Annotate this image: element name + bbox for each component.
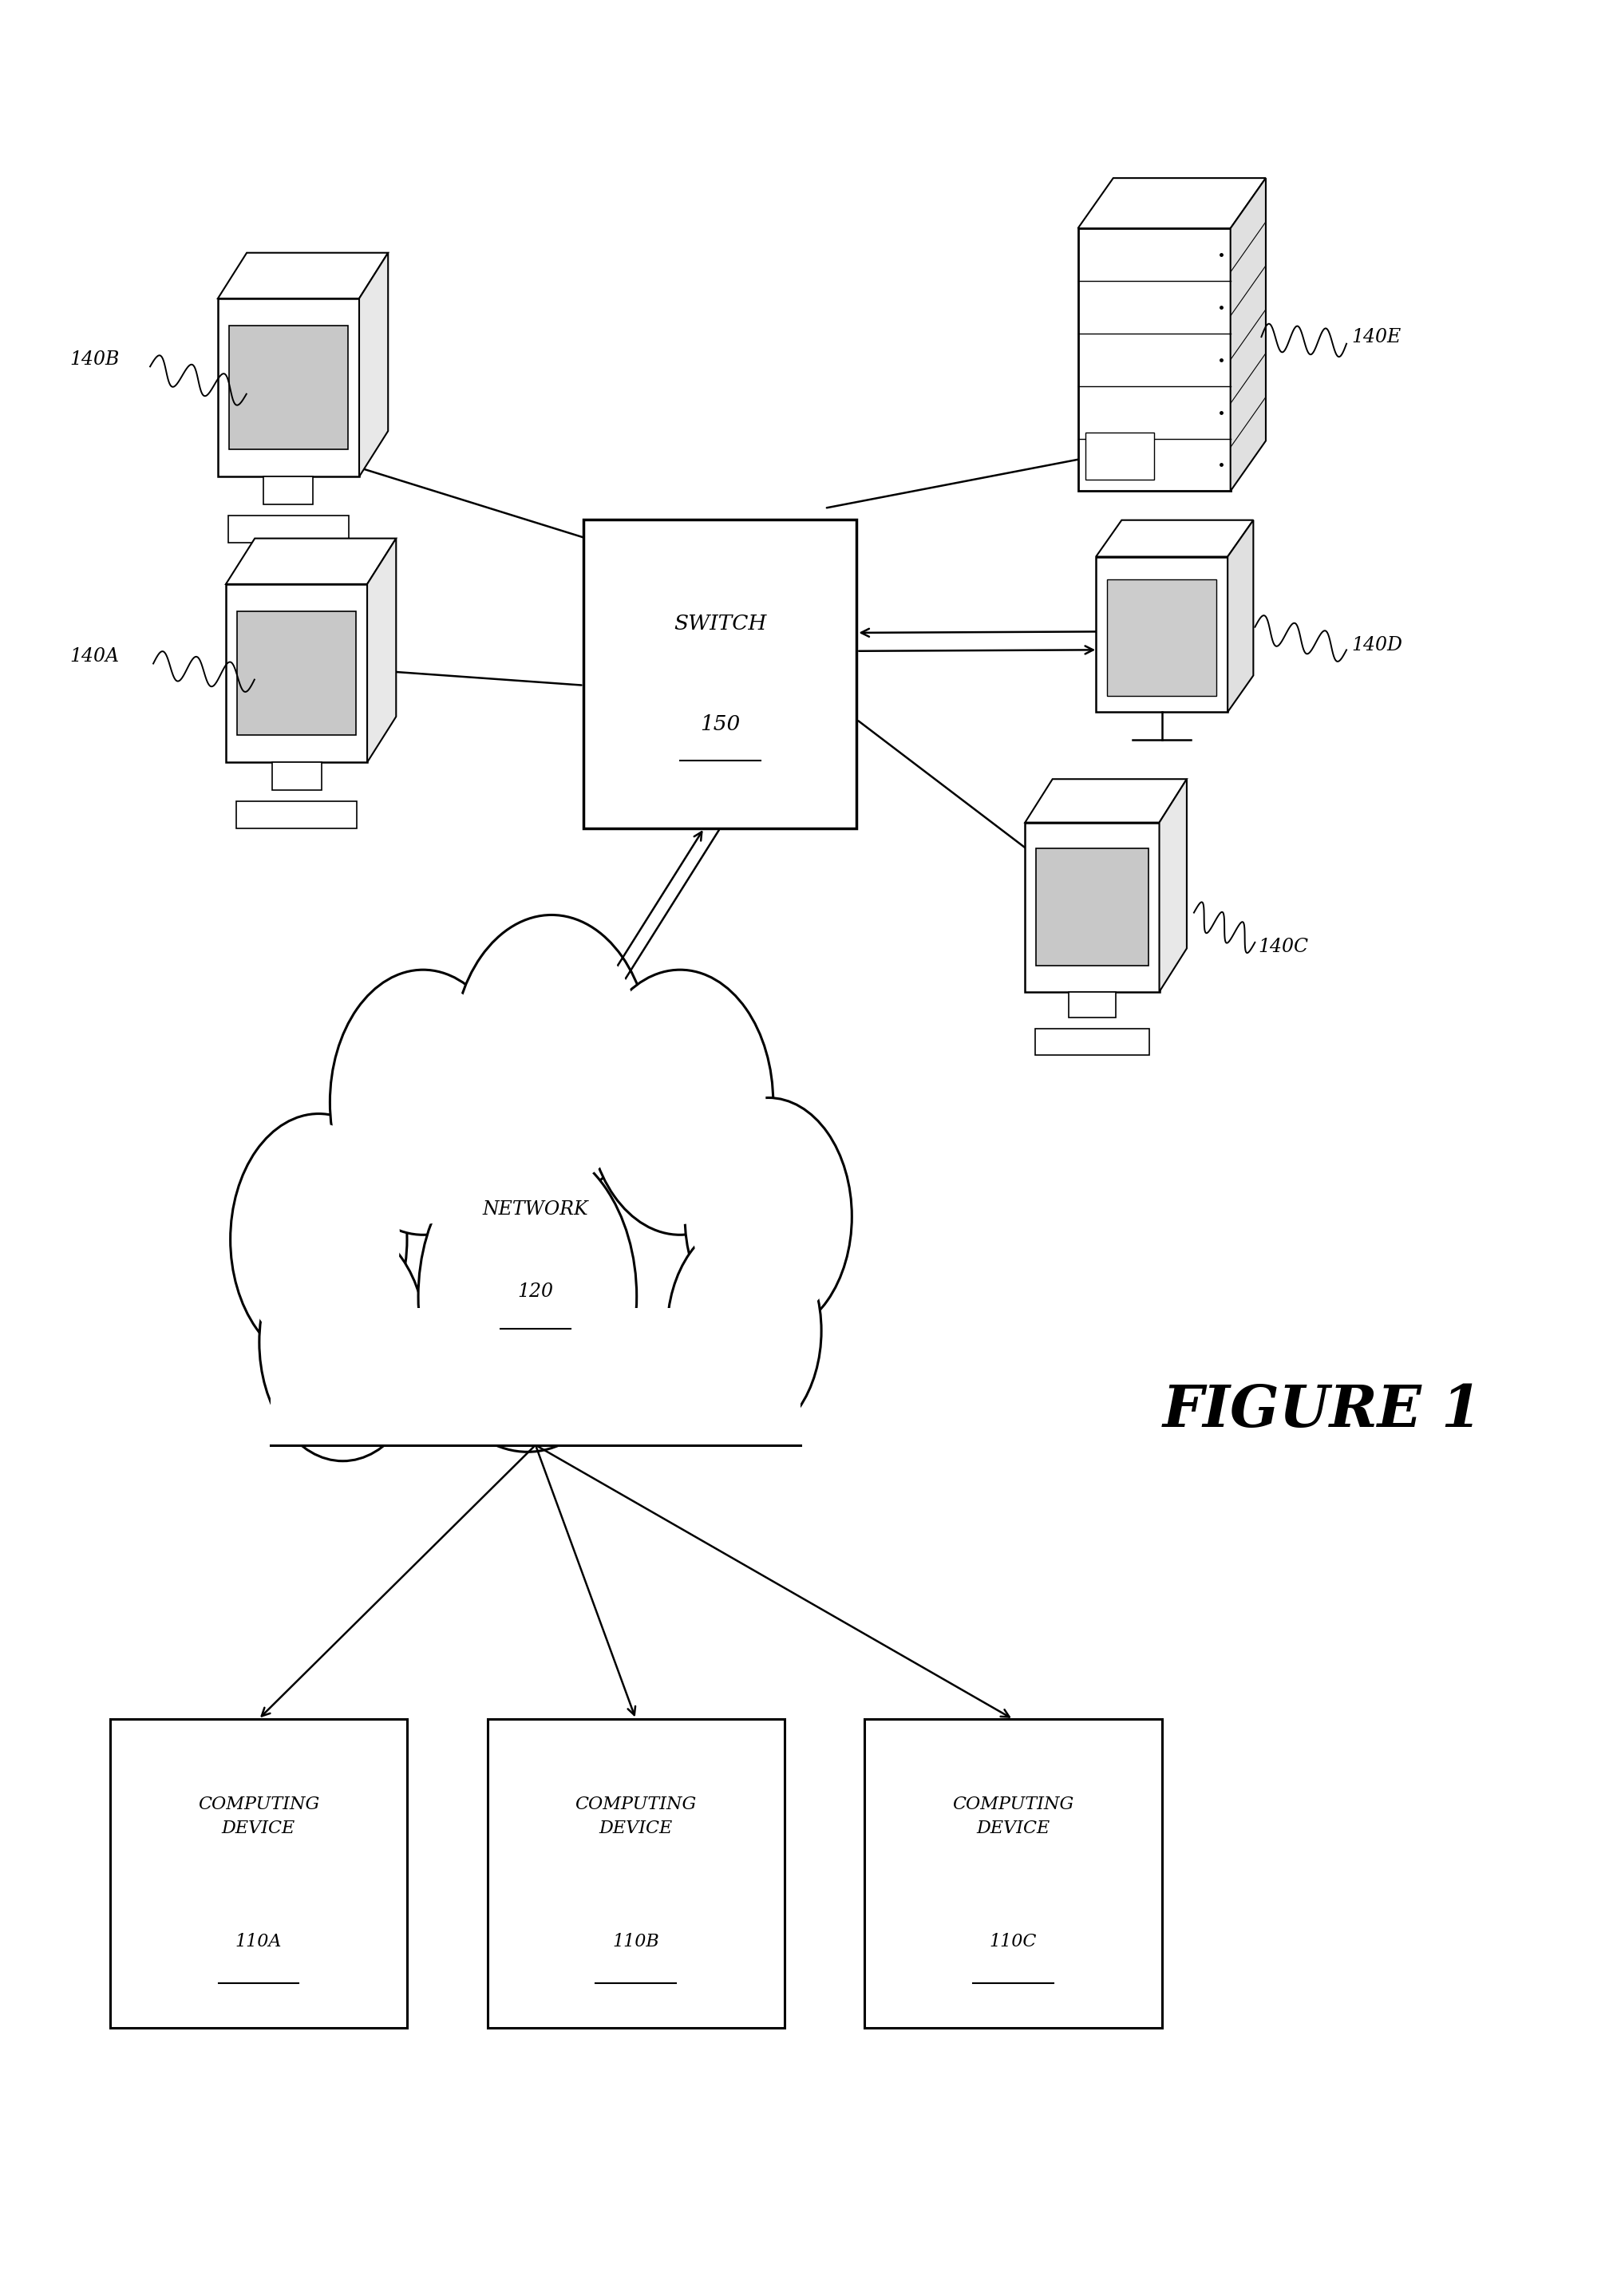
Text: FIGURE 1: FIGURE 1 <box>1163 1382 1483 1440</box>
Polygon shape <box>218 253 388 298</box>
FancyBboxPatch shape <box>865 1720 1161 2027</box>
Text: COMPUTING
DEVICE: COMPUTING DEVICE <box>197 1795 319 1837</box>
Polygon shape <box>226 537 396 583</box>
FancyBboxPatch shape <box>1035 1029 1150 1054</box>
Polygon shape <box>1096 521 1253 556</box>
Polygon shape <box>1025 778 1187 822</box>
Circle shape <box>230 1114 407 1366</box>
Text: 140E: 140E <box>1352 328 1400 347</box>
Polygon shape <box>1079 179 1266 227</box>
FancyBboxPatch shape <box>270 1309 800 1444</box>
Text: NETWORK: NETWORK <box>482 1201 589 1219</box>
FancyBboxPatch shape <box>110 1720 407 2027</box>
Polygon shape <box>359 253 388 478</box>
Circle shape <box>238 1123 399 1355</box>
Circle shape <box>338 980 509 1224</box>
Circle shape <box>587 969 773 1235</box>
Text: COMPUTING
DEVICE: COMPUTING DEVICE <box>576 1795 697 1837</box>
FancyBboxPatch shape <box>1069 992 1116 1017</box>
Circle shape <box>673 1231 815 1433</box>
Circle shape <box>330 969 516 1235</box>
Text: 140C: 140C <box>1258 937 1308 955</box>
FancyBboxPatch shape <box>584 519 857 829</box>
Polygon shape <box>1231 179 1266 491</box>
FancyBboxPatch shape <box>228 517 349 542</box>
FancyBboxPatch shape <box>1108 579 1216 696</box>
FancyBboxPatch shape <box>226 583 367 762</box>
Polygon shape <box>1159 778 1187 992</box>
Text: 140B: 140B <box>70 351 120 370</box>
Text: COMPUTING
DEVICE: COMPUTING DEVICE <box>952 1795 1074 1837</box>
FancyBboxPatch shape <box>1036 850 1148 967</box>
FancyBboxPatch shape <box>272 762 322 790</box>
Circle shape <box>453 914 652 1199</box>
FancyBboxPatch shape <box>487 1720 784 2027</box>
FancyBboxPatch shape <box>1085 432 1155 480</box>
Text: 110C: 110C <box>990 1933 1036 1952</box>
Circle shape <box>686 1097 852 1336</box>
Text: 110B: 110B <box>613 1933 660 1952</box>
Circle shape <box>419 1141 637 1451</box>
FancyBboxPatch shape <box>238 611 356 735</box>
FancyBboxPatch shape <box>1096 556 1227 712</box>
Circle shape <box>265 1233 420 1451</box>
Circle shape <box>259 1224 427 1460</box>
Text: 120: 120 <box>517 1283 553 1302</box>
Circle shape <box>668 1221 821 1440</box>
Circle shape <box>427 1153 627 1440</box>
Circle shape <box>595 980 766 1224</box>
Text: 150: 150 <box>700 714 741 735</box>
FancyBboxPatch shape <box>264 478 314 505</box>
FancyBboxPatch shape <box>230 326 348 450</box>
FancyBboxPatch shape <box>218 298 359 478</box>
Circle shape <box>459 925 644 1187</box>
Text: 140D: 140D <box>1352 636 1402 654</box>
Polygon shape <box>1227 521 1253 712</box>
Circle shape <box>692 1107 846 1325</box>
Polygon shape <box>367 537 396 762</box>
Text: SWITCH: SWITCH <box>674 613 766 634</box>
FancyBboxPatch shape <box>236 801 357 829</box>
FancyBboxPatch shape <box>1025 822 1159 992</box>
Text: 110A: 110A <box>234 1933 281 1952</box>
Text: 140A: 140A <box>70 647 120 666</box>
FancyBboxPatch shape <box>1079 227 1231 491</box>
